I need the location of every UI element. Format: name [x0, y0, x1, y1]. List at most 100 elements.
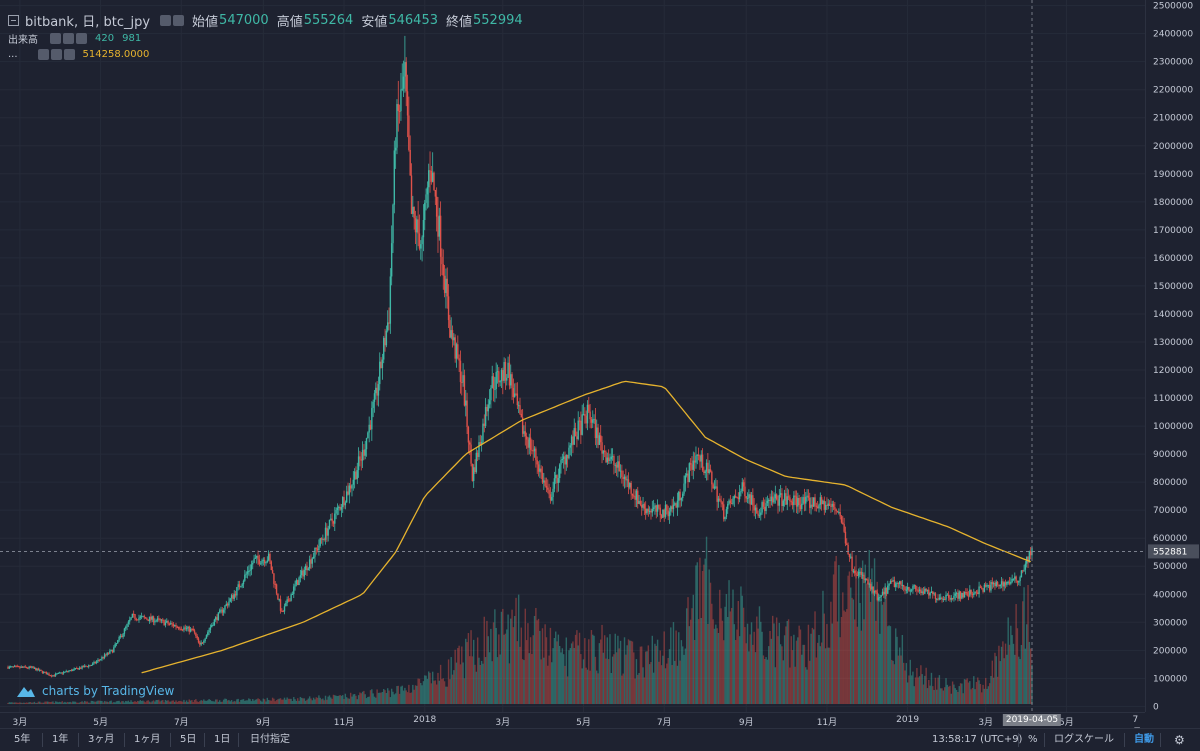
- candle-body: [854, 570, 856, 574]
- candle-body: [647, 508, 650, 512]
- candle-body: [771, 496, 774, 503]
- candle-body: [412, 206, 414, 214]
- volume-bar: [442, 678, 444, 704]
- settings-small-icon[interactable]: [63, 32, 74, 44]
- volume-bar: [326, 699, 328, 704]
- volume-bar: [294, 699, 296, 704]
- volume-bar: [253, 700, 255, 704]
- price-axis[interactable]: 0 100000 200000 300000 400000 500000 600000 700…: [1145, 0, 1200, 712]
- volume-bar: [61, 701, 63, 704]
- legend-ma-row: ... 514258.0000: [8, 46, 523, 62]
- volume-bar: [122, 701, 124, 704]
- candle-body: [267, 553, 270, 561]
- volume-bar: [155, 700, 157, 704]
- candle-body: [658, 504, 660, 508]
- volume-bar: [975, 681, 978, 704]
- volume-bar: [631, 641, 634, 704]
- range-1m-button[interactable]: 1ヶ月: [134, 734, 161, 745]
- volume-bar: [936, 689, 938, 704]
- volume-bar: [471, 656, 474, 704]
- volume-bar: [709, 582, 712, 704]
- close-icon[interactable]: [76, 32, 87, 44]
- volume-bar: [962, 693, 964, 704]
- volume-bar: [254, 699, 257, 704]
- gear-icon[interactable]: ⚙: [1174, 733, 1185, 747]
- volume-bar: [193, 700, 196, 704]
- candle-body: [753, 505, 755, 511]
- volume-bar: [15, 702, 17, 704]
- eye-icon[interactable]: [37, 48, 49, 60]
- candle-body: [287, 599, 290, 601]
- candle-body: [209, 627, 212, 630]
- volume-bar: [27, 702, 29, 704]
- candle-body: [991, 582, 994, 585]
- candle-body: [872, 586, 874, 593]
- volume-bar: [953, 684, 955, 704]
- candle-body: [802, 497, 804, 504]
- volume-bar: [180, 701, 183, 704]
- volume-bar: [41, 702, 44, 704]
- candle-body: [65, 671, 67, 673]
- close-value: 552994: [473, 12, 523, 28]
- settings-small-icon[interactable]: [173, 14, 185, 26]
- tradingview-watermark[interactable]: charts by TradingView: [14, 684, 174, 698]
- volume-bar: [259, 700, 262, 704]
- candle-body: [676, 500, 679, 508]
- log-scale-toggle[interactable]: ログスケール: [1054, 734, 1114, 745]
- volume-bar: [62, 702, 65, 704]
- volume-bar: [930, 672, 933, 704]
- settings-small-icon[interactable]: [50, 48, 62, 60]
- volume-bar: [77, 702, 79, 704]
- volume-bar: [281, 699, 283, 704]
- volume-bar: [514, 616, 516, 704]
- candle-body: [462, 375, 464, 383]
- range-3m-button[interactable]: 3ヶ月: [88, 734, 115, 745]
- volume-bar: [353, 694, 356, 704]
- candle-body: [244, 574, 246, 581]
- time-axis[interactable]: 3月5月7月9月11月20183月5月7月9月11月20193月5月7月 201…: [0, 712, 1145, 738]
- volume-bar: [220, 701, 222, 704]
- candle-body: [750, 495, 753, 505]
- volume-bar: [932, 686, 934, 704]
- volume-bar: [57, 702, 59, 704]
- volume-bar: [298, 700, 300, 704]
- candle-body: [328, 519, 331, 529]
- chart-area[interactable]: bitbank, 日, btc_jpy 始値 547000 高値 555264 …: [0, 0, 1145, 712]
- eye-icon[interactable]: [50, 32, 61, 44]
- candle-body: [185, 628, 188, 630]
- percent-toggle[interactable]: %: [1028, 734, 1038, 745]
- volume-bar: [803, 644, 806, 704]
- candle-body: [842, 522, 844, 525]
- goto-date-button[interactable]: 日付指定: [250, 734, 290, 745]
- volume-bar: [434, 680, 437, 704]
- volume-bar: [548, 655, 550, 704]
- chart-canvas[interactable]: [0, 0, 1145, 712]
- volume-bar: [762, 655, 765, 704]
- collapse-icon[interactable]: [8, 14, 19, 26]
- volume-bar: [564, 665, 566, 704]
- volume-bar: [732, 589, 734, 704]
- volume-bar: [451, 674, 454, 704]
- range-5y-button[interactable]: 5年: [14, 734, 31, 745]
- toolbar-divider: [170, 733, 171, 747]
- candle-body: [711, 471, 713, 485]
- candle-body: [504, 362, 507, 381]
- range-1y-button[interactable]: 1年: [52, 734, 69, 745]
- auto-scale-toggle[interactable]: 自動: [1134, 734, 1154, 745]
- volume-bar: [89, 702, 91, 704]
- volume-bar: [1018, 656, 1020, 704]
- candle-body: [996, 581, 999, 585]
- eye-icon[interactable]: [160, 14, 172, 26]
- candle-body: [959, 591, 962, 599]
- range-1d-button[interactable]: 1日: [214, 734, 231, 745]
- candle-body: [851, 556, 853, 571]
- range-5d-button[interactable]: 5日: [180, 734, 197, 745]
- toolbar-divider: [1160, 733, 1161, 747]
- x-tick-label: 3月: [495, 718, 511, 728]
- volume-bar: [905, 663, 908, 704]
- close-icon[interactable]: [63, 48, 75, 60]
- toolbar-divider: [78, 733, 79, 747]
- candle-body: [155, 620, 157, 622]
- candle-body: [431, 172, 434, 182]
- volume-bar: [103, 701, 106, 704]
